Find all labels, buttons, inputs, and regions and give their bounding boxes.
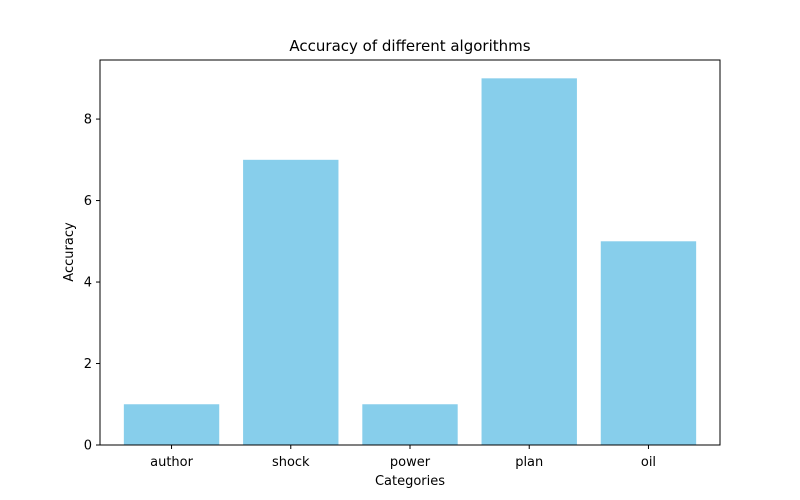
y-tick-label: 8 xyxy=(84,113,92,128)
y-axis-ticks: 0 2 4 6 8 xyxy=(84,113,100,454)
x-tick-label: plan xyxy=(515,455,543,470)
x-tick-label: power xyxy=(390,455,431,470)
y-axis-label: Accuracy xyxy=(62,222,77,282)
bar-oil xyxy=(600,241,697,445)
x-tick-label: oil xyxy=(641,455,656,470)
y-tick-label: 0 xyxy=(84,439,92,454)
x-tick-label: shock xyxy=(272,455,310,470)
y-tick-label: 6 xyxy=(84,194,92,209)
x-axis-ticks: author shock power plan oil xyxy=(150,445,656,470)
x-tick-label: author xyxy=(150,455,193,470)
bar-plan xyxy=(481,78,577,445)
chart-title: Accuracy of different algorithms xyxy=(289,37,530,55)
bar-author xyxy=(123,404,220,445)
x-axis-label: Categories xyxy=(375,474,445,489)
bar-shock xyxy=(243,159,339,445)
y-tick-label: 4 xyxy=(84,276,92,291)
bars-group xyxy=(123,78,697,445)
bar-power xyxy=(362,404,458,445)
plot-frame xyxy=(99,59,721,446)
y-tick-label: 2 xyxy=(84,357,92,372)
